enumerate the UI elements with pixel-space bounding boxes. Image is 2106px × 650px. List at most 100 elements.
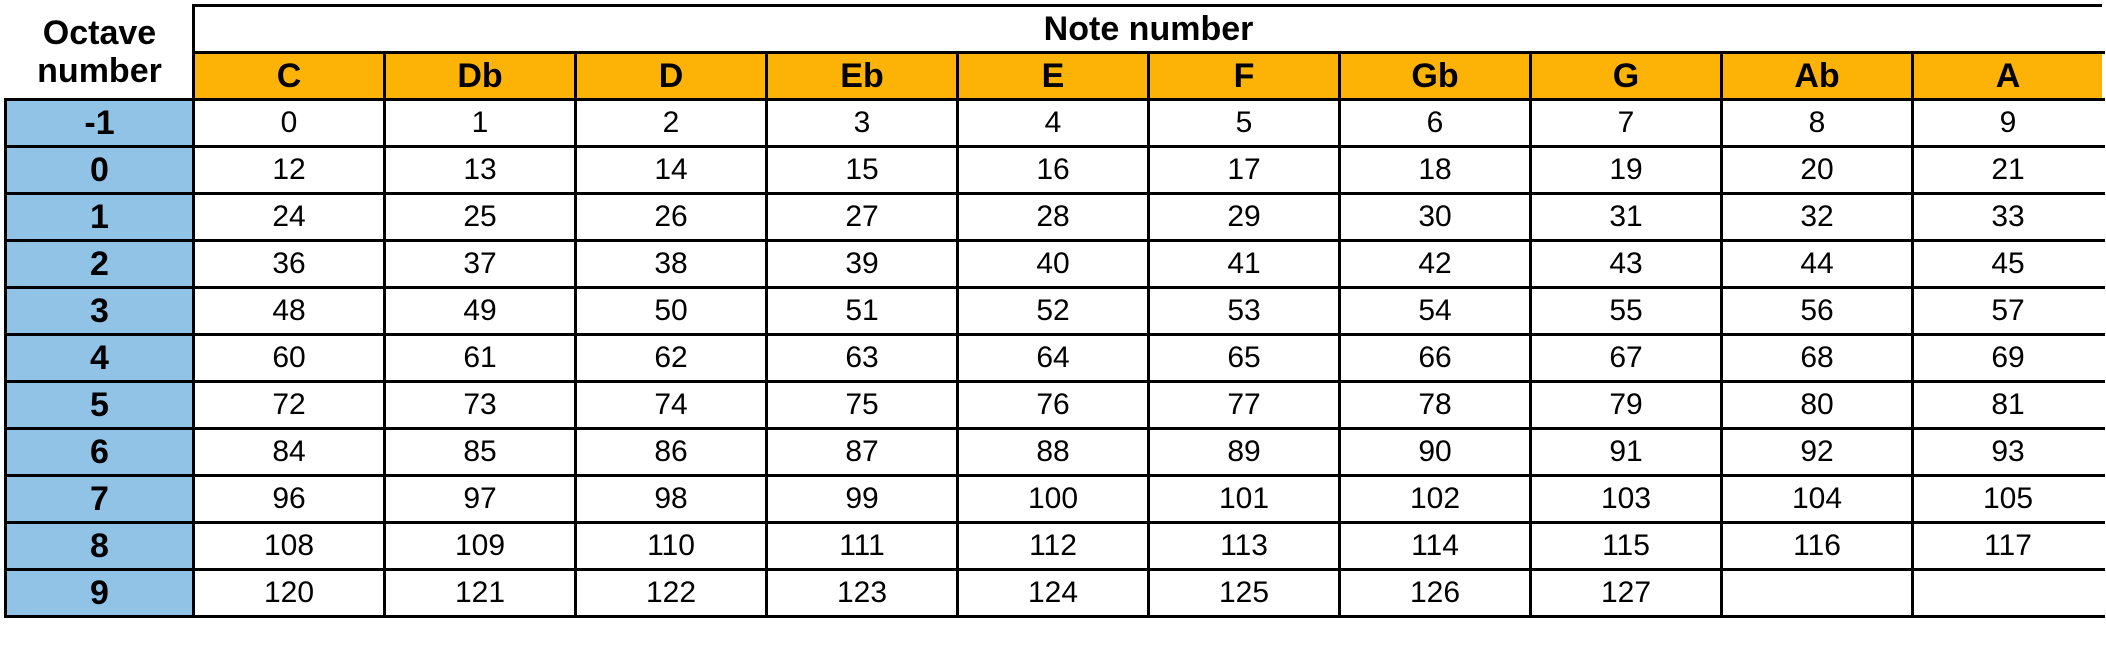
- note-value: 13: [385, 147, 576, 194]
- note-value: 15: [767, 147, 958, 194]
- note-value: 44: [1722, 241, 1913, 288]
- note-value: 65: [1149, 335, 1340, 382]
- note-value: 116: [1722, 523, 1913, 570]
- note-value: 113: [1149, 523, 1340, 570]
- note-value: 8: [1722, 100, 1913, 147]
- note-value: 24: [194, 194, 385, 241]
- octave-label: 1: [6, 194, 194, 241]
- note-value: 104: [1722, 476, 1913, 523]
- note-value: 121: [385, 570, 576, 617]
- note-value: 97: [385, 476, 576, 523]
- note-header-db: Db: [385, 53, 576, 100]
- note-value: 53: [1149, 288, 1340, 335]
- note-value: [1913, 570, 2104, 617]
- table-row: 460616263646566676869: [6, 335, 2104, 382]
- note-value: 89: [1149, 429, 1340, 476]
- note-value: 98: [576, 476, 767, 523]
- note-value: 86: [576, 429, 767, 476]
- note-value: 33: [1913, 194, 2104, 241]
- note-value: 28: [958, 194, 1149, 241]
- note-value: 117: [1913, 523, 2104, 570]
- note-value: 14: [576, 147, 767, 194]
- note-value: 60: [194, 335, 385, 382]
- note-value: 26: [576, 194, 767, 241]
- note-value: 99: [767, 476, 958, 523]
- note-value: 41: [1149, 241, 1340, 288]
- note-value: 79: [1531, 382, 1722, 429]
- note-value: 45: [1913, 241, 2104, 288]
- note-value: 69: [1913, 335, 2104, 382]
- note-header-a: A: [1913, 53, 2104, 100]
- table-row: 572737475767778798081: [6, 382, 2104, 429]
- note-value: 61: [385, 335, 576, 382]
- note-value: 81: [1913, 382, 2104, 429]
- note-value: 110: [576, 523, 767, 570]
- note-value: 125: [1149, 570, 1340, 617]
- note-value: 32: [1722, 194, 1913, 241]
- note-header-d: D: [576, 53, 767, 100]
- note-value: 66: [1340, 335, 1531, 382]
- octave-label: 6: [6, 429, 194, 476]
- note-value: 76: [958, 382, 1149, 429]
- note-value: 27: [767, 194, 958, 241]
- note-value: 75: [767, 382, 958, 429]
- note-value: 36: [194, 241, 385, 288]
- note-value: 39: [767, 241, 958, 288]
- note-value: 108: [194, 523, 385, 570]
- midi-note-table: Octave number Note number CDbDEbEFGbGAbA…: [4, 4, 2105, 618]
- note-value: 42: [1340, 241, 1531, 288]
- note-header-row: CDbDEbEFGbGAbA: [6, 53, 2104, 100]
- note-value: 20: [1722, 147, 1913, 194]
- note-value: 74: [576, 382, 767, 429]
- note-value: 1: [385, 100, 576, 147]
- note-value: 37: [385, 241, 576, 288]
- note-value: 62: [576, 335, 767, 382]
- note-value: 55: [1531, 288, 1722, 335]
- note-value: 16: [958, 147, 1149, 194]
- note-value: 21: [1913, 147, 2104, 194]
- octave-label: 8: [6, 523, 194, 570]
- note-value: 3: [767, 100, 958, 147]
- note-value: 87: [767, 429, 958, 476]
- note-value: 63: [767, 335, 958, 382]
- note-value: 50: [576, 288, 767, 335]
- note-value: 77: [1149, 382, 1340, 429]
- note-value: [1722, 570, 1913, 617]
- corner-header: Octave number: [6, 6, 194, 100]
- note-header-e: E: [958, 53, 1149, 100]
- note-value: 54: [1340, 288, 1531, 335]
- note-value: 114: [1340, 523, 1531, 570]
- table-row: -10123456789: [6, 100, 2104, 147]
- note-value: 7: [1531, 100, 1722, 147]
- octave-label: -1: [6, 100, 194, 147]
- note-value: 72: [194, 382, 385, 429]
- note-header-ab: Ab: [1722, 53, 1913, 100]
- note-value: 17: [1149, 147, 1340, 194]
- octave-label: 4: [6, 335, 194, 382]
- note-value: 101: [1149, 476, 1340, 523]
- table-row: 8108109110111112113114115116117: [6, 523, 2104, 570]
- note-value: 43: [1531, 241, 1722, 288]
- note-value: 124: [958, 570, 1149, 617]
- note-value: 85: [385, 429, 576, 476]
- note-value: 18: [1340, 147, 1531, 194]
- note-header-g: G: [1531, 53, 1722, 100]
- note-value: 48: [194, 288, 385, 335]
- note-value: 84: [194, 429, 385, 476]
- table-row: 236373839404142434445: [6, 241, 2104, 288]
- note-value: 78: [1340, 382, 1531, 429]
- note-value: 88: [958, 429, 1149, 476]
- note-value: 127: [1531, 570, 1722, 617]
- note-value: 57: [1913, 288, 2104, 335]
- note-value: 31: [1531, 194, 1722, 241]
- note-value: 123: [767, 570, 958, 617]
- note-header-gb: Gb: [1340, 53, 1531, 100]
- note-value: 30: [1340, 194, 1531, 241]
- note-value: 73: [385, 382, 576, 429]
- note-value: 126: [1340, 570, 1531, 617]
- octave-label: 9: [6, 570, 194, 617]
- note-value: 93: [1913, 429, 2104, 476]
- note-value: 38: [576, 241, 767, 288]
- corner-label-line1: Octave: [7, 15, 192, 52]
- note-value: 80: [1722, 382, 1913, 429]
